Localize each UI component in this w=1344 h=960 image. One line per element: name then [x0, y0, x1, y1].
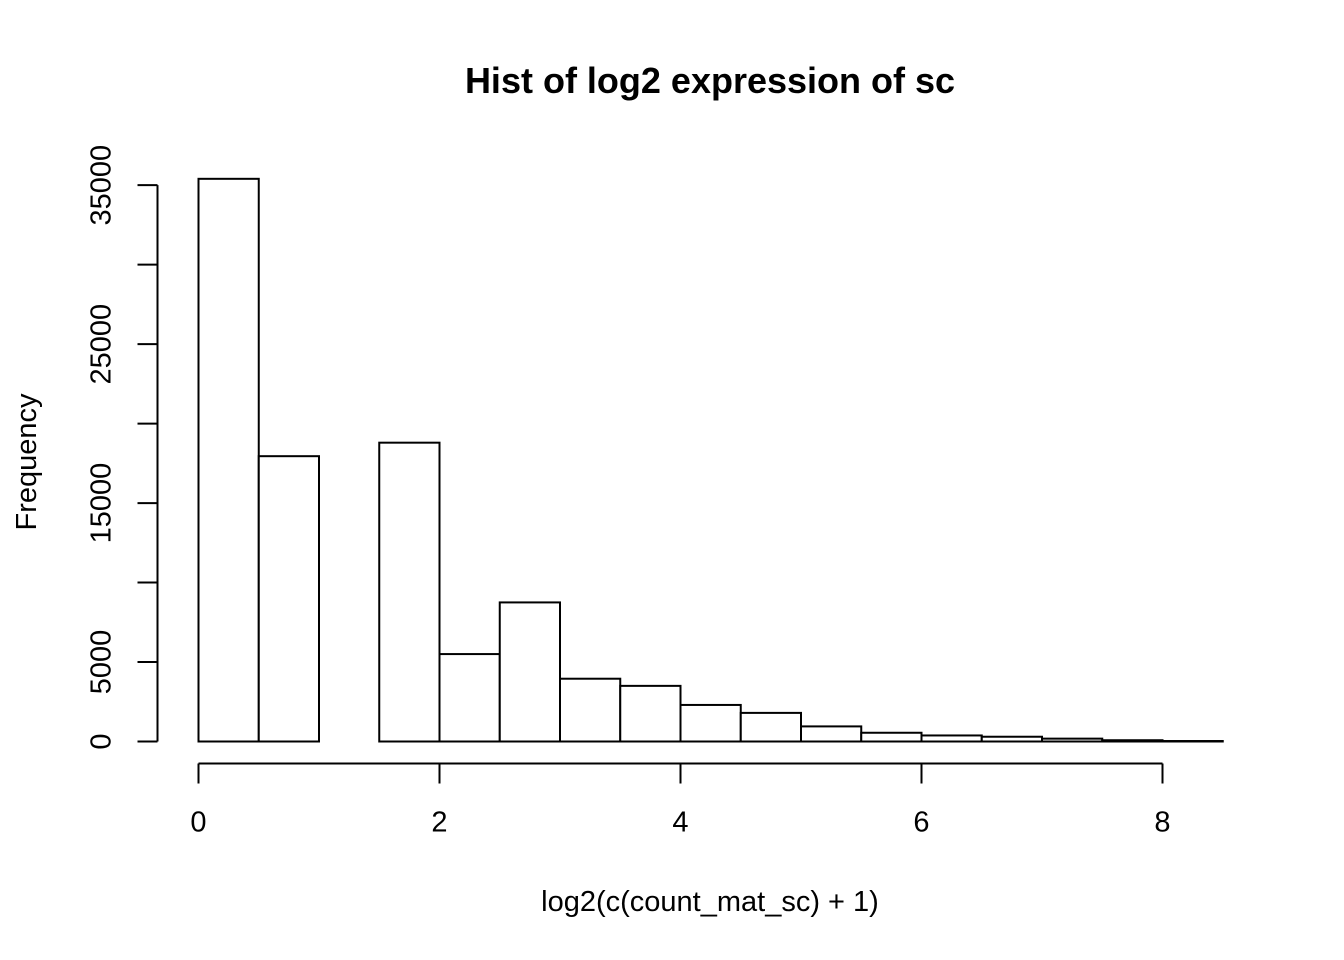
histogram-bar-9: [739, 711, 802, 743]
histogram-bar-14: [1041, 737, 1104, 743]
x-tick-label-1: 2: [431, 807, 447, 839]
histogram-bar-13: [980, 735, 1043, 743]
x-tick-label-4: 8: [1154, 807, 1170, 839]
x-tick-label-3: 6: [913, 807, 929, 839]
histogram-bar-10: [800, 725, 863, 743]
y-axis: 0 5000 15000 25000 35000: [86, 145, 159, 750]
y-axis-label: Frequency: [11, 393, 43, 531]
histogram-bar-12: [920, 734, 983, 743]
histogram-bar-7: [619, 684, 682, 743]
x-tick-label-0: 0: [190, 807, 206, 839]
y-tick-label-3: 15000: [86, 463, 118, 544]
histogram-bar-0: [197, 177, 260, 743]
histogram-bar-5: [498, 601, 561, 743]
chart-title: Hist of log2 expression of sc: [465, 60, 955, 101]
x-tick-label-2: 4: [672, 807, 688, 839]
y-tick-label-5: 25000: [86, 304, 118, 385]
y-tick-label-1: 5000: [86, 630, 118, 695]
histogram-bar-4: [438, 653, 501, 743]
histogram-bar-15: [1101, 739, 1164, 743]
histogram-bar-6: [559, 677, 622, 743]
histogram-bars: [197, 177, 1224, 743]
x-axis: 0 2 4 6 8: [190, 762, 1171, 839]
histogram-bar-1: [257, 455, 320, 743]
y-tick-label-7: 35000: [86, 145, 118, 226]
histogram-bar-3: [378, 441, 441, 743]
histogram-bar-11: [860, 731, 923, 743]
histogram-bar-8: [679, 703, 742, 743]
x-axis-label: log2(c(count_mat_sc) + 1): [541, 886, 879, 918]
y-tick-label-0: 0: [86, 733, 118, 749]
